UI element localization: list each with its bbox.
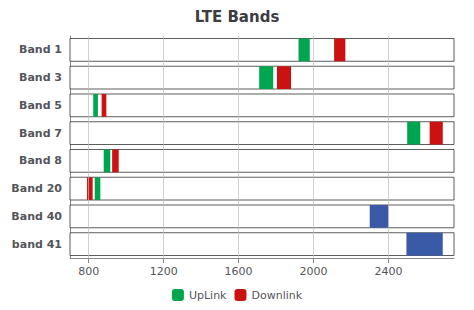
svg-text:Band 8: Band 8 (19, 154, 62, 167)
svg-text:1200: 1200 (150, 265, 178, 278)
svg-text:1600: 1600 (225, 265, 253, 278)
svg-text:Band 1: Band 1 (19, 43, 62, 56)
svg-text:band 41: band 41 (12, 238, 62, 251)
svg-text:UpLink: UpLink (189, 289, 227, 302)
svg-text:Band 7: Band 7 (19, 127, 62, 140)
svg-text:Band 40: Band 40 (11, 210, 62, 223)
svg-text:Band 20: Band 20 (11, 182, 62, 195)
svg-text:Band 5: Band 5 (19, 99, 62, 112)
svg-text:Downlink: Downlink (251, 289, 302, 302)
svg-text:2400: 2400 (374, 265, 402, 278)
svg-text:2000: 2000 (300, 265, 328, 278)
svg-text:LTE Bands: LTE Bands (195, 8, 280, 26)
svg-text:Band 3: Band 3 (19, 71, 62, 84)
svg-text:800: 800 (78, 265, 99, 278)
